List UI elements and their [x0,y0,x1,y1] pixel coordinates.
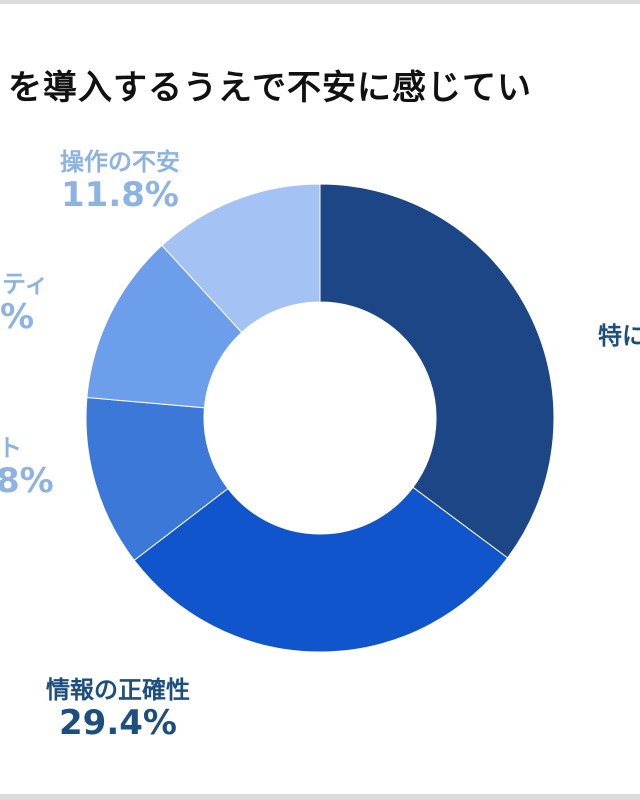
slice-label-tokuni: 特に [598,316,640,351]
slice-percent: 11.8% [61,175,179,215]
slice-name: 特に [598,322,640,350]
slice-name: ト [0,434,22,462]
chart-title: を導入するうえで不安に感じてい [8,68,532,108]
chart-card: を導入するうえで不安に感じてい 特に 情報の正確性 29.4% ト 8% ティ … [0,4,640,794]
slice-percent: 29.4% [59,703,177,743]
slice-label-accuracy: 情報の正確性 29.4% [18,670,218,742]
slice-name: ティ [2,270,49,298]
slice-name: 情報の正確性 [46,676,190,704]
donut-slice [161,183,321,334]
donut-slice [133,486,509,653]
slice-label-cost: ト 8% [0,428,54,500]
donut-chart [85,183,555,653]
slice-name: 操作の不安 [60,148,180,176]
slice-percent: % [0,297,35,337]
slice-percent: 8% [0,461,54,501]
slice-label-security: ティ % [0,264,49,336]
donut-slice [319,183,555,559]
slice-label-operation: 操作の不安 11.8% [20,142,220,214]
